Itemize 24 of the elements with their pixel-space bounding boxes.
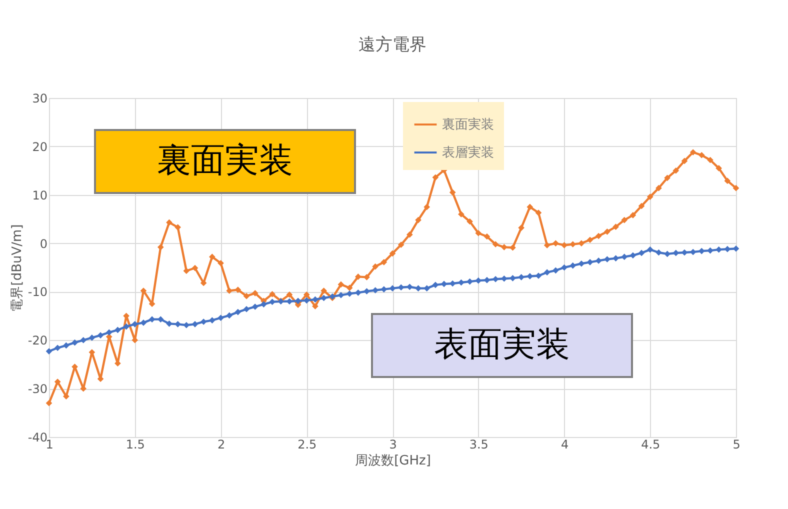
y-tick-label: -20 xyxy=(28,334,48,348)
x-tick-label: 5 xyxy=(732,438,740,452)
x-tick-label: 3 xyxy=(389,438,397,452)
chart-title: 遠方電界 xyxy=(358,35,426,55)
x-tick-label: 1.5 xyxy=(126,438,145,452)
x-tick-label: 4 xyxy=(560,438,569,452)
x-tick-label: 3.5 xyxy=(469,438,488,452)
legend-label: 表層実装 xyxy=(442,144,494,160)
x-tick-label: 2 xyxy=(217,438,226,452)
x-tick-label: 1 xyxy=(46,438,54,452)
y-tick-label: -10 xyxy=(28,285,48,300)
annotation: 表面実装 xyxy=(434,324,570,364)
y-tick-label: 0 xyxy=(40,236,48,251)
annotation: 裏面実装 xyxy=(157,140,293,180)
x-tick-label: 2.5 xyxy=(298,438,317,452)
y-axis-title: 電界[dBuV/m] xyxy=(10,224,25,312)
legend-label: 裏面実装 xyxy=(442,116,494,132)
x-tick-label: 4.5 xyxy=(641,438,660,452)
y-tick-label: 20 xyxy=(32,140,48,154)
y-tick-label: -40 xyxy=(28,430,48,444)
y-tick-label: -30 xyxy=(28,382,48,396)
x-axis-title: 周波数[GHz] xyxy=(355,454,431,468)
y-tick-label: 30 xyxy=(32,92,48,106)
y-tick-label: 10 xyxy=(32,188,48,202)
